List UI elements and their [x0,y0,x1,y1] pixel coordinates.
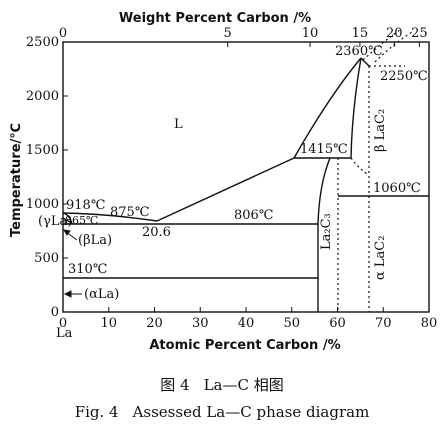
alpha-la-arrowhead [63,290,72,298]
x-tick-label: 20 [146,316,163,331]
label-2360: 2360℃ [335,44,383,59]
label-alpha-la: (αLa) [84,287,119,302]
label-beta-lac2: β LaC₂ [373,109,388,152]
caption-en-title: Assessed La—C phase diagram [132,403,370,421]
y-tick-label: 500 [34,251,59,266]
label-806: 806℃ [234,208,273,223]
lac2-top-dotted [362,29,401,61]
y-axis-title: Temperature/℃ [9,123,24,237]
liquidus-lac2-line [293,57,362,159]
pointer-arrows [63,229,82,298]
x-tick-label: 70 [375,316,392,331]
x-axis-title: Atomic Percent Carbon /% [149,338,340,353]
top-tick-label: 5 [224,26,232,41]
liquidus-rising-line [156,157,295,222]
y-tick-label: 1000 [26,197,59,212]
label-1060: 1060℃ [373,181,421,196]
dotted-boundaries [337,29,413,312]
caption-english: Fig. 4 Assessed La—C phase diagram [0,403,444,421]
gamma-la-boundary [62,212,73,225]
peritectic-dotted [350,157,370,176]
la2c3-boundary-line [317,157,331,312]
beta-la-arrowhead [63,229,71,236]
x-tick-label: 50 [283,316,300,331]
caption-en-figure-number: Fig. 4 [74,403,119,421]
phase-diagram: Weight Percent Carbon /% Atomic Percent … [9,11,437,353]
liquidus-left-line [62,212,158,222]
label-310: 310℃ [68,262,107,277]
top-tick-label: 25 [411,26,428,41]
top-tick-label: 0 [59,26,67,41]
top-axis-title: Weight Percent Carbon /% [119,11,311,26]
beta-la-boundary [62,217,71,223]
label-918: 918℃ [66,198,105,213]
x-tick-label: 60 [329,316,346,331]
label-L: L [174,117,183,132]
label-gamma-la: (γLa) [38,214,72,229]
x-tick-label: 0 [59,316,67,331]
top-tick-label: 15 [352,26,369,41]
label-la2c3: La₂C₃ [319,213,334,250]
x-tick-label: 40 [238,316,255,331]
lac2-right-vertical [350,57,362,159]
caption-chinese: 图 4 La—C 相图 [0,374,444,395]
label-2250: 2250℃ [380,69,428,84]
label-865: 865℃ [65,214,98,227]
top-tick-label: 10 [302,26,319,41]
label-20-6: 20.6 [142,225,171,240]
y-tick-label: 2000 [26,89,59,104]
caption-cn-figure-number: 图 4 [160,376,190,394]
label-alpha-lac2: α LaC₂ [373,236,388,280]
phase-boundaries [62,57,429,312]
y-tick-label: 2500 [26,35,59,50]
label-875: 875℃ [110,205,149,220]
x-tick-label: 80 [421,316,438,331]
x-tick-label: 10 [100,316,117,331]
x-tick-label: 30 [192,316,209,331]
y-tick-label: 1500 [26,143,59,158]
caption-cn-title: La—C 相图 [203,376,284,394]
lac2-solidus-line [360,57,370,67]
label-beta-la: (βLa) [78,233,112,248]
tick-group: 0 10 20 30 40 50 60 70 800 5 10 15 20 250500100015002… [26,26,437,331]
label-la: La [56,326,73,341]
label-1415: 1415℃ [300,142,348,157]
y-tick-label: 0 [51,305,59,320]
